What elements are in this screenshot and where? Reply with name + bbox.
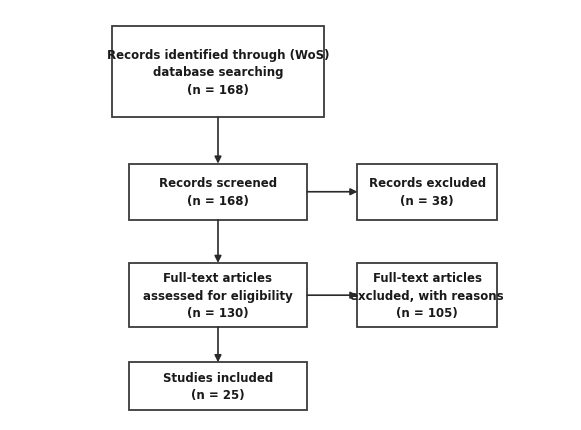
Text: Full-text articles
excluded, with reasons
(n = 105): Full-text articles excluded, with reason… (350, 272, 504, 319)
Bar (112, 27, 324, 118)
Bar (357, 164, 497, 220)
Text: Records identified through (WoS)
database searching
(n = 168): Records identified through (WoS) databas… (107, 49, 329, 96)
Text: Records excluded
(n = 38): Records excluded (n = 38) (368, 177, 486, 208)
Bar (357, 264, 497, 328)
Text: Studies included
(n = 25): Studies included (n = 25) (163, 371, 273, 402)
Bar (129, 362, 307, 410)
Bar (129, 164, 307, 220)
Text: Full-text articles
assessed for eligibility
(n = 130): Full-text articles assessed for eligibil… (143, 272, 293, 319)
Text: Records screened
(n = 168): Records screened (n = 168) (159, 177, 277, 208)
Bar (129, 264, 307, 328)
